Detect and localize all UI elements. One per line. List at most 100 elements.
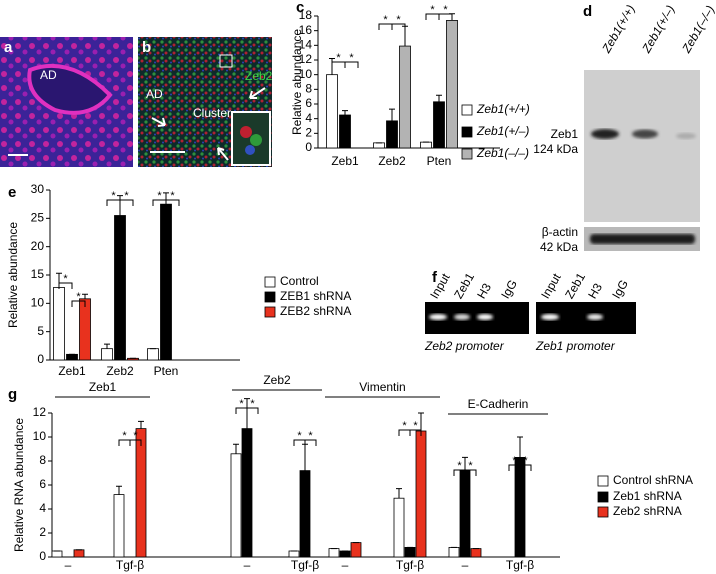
x-tick-label: Tgf-β (396, 558, 424, 572)
blot-size: 42 kDa (540, 240, 578, 254)
y-axis-title: Relative abundance (6, 222, 20, 328)
bar (160, 203, 172, 361)
bar (66, 353, 78, 361)
y-tick-label: 4 (39, 501, 46, 515)
x-tick-label: Tgf-β (291, 558, 319, 572)
y-tick-label: 8 (39, 453, 46, 467)
group-label: Zeb1 (89, 380, 117, 394)
y-tick-label: 20 (31, 239, 45, 253)
lane-label: H3 (474, 281, 494, 302)
lane-label: Zeb1(+/+) (599, 2, 638, 56)
legend-label: Zeb2 shRNA (613, 504, 682, 518)
y-tick-label: 2 (305, 126, 312, 140)
legend-swatch (597, 506, 609, 518)
panel-label: b (142, 39, 151, 56)
significance-bracket (152, 199, 180, 206)
significance-star: * (122, 430, 127, 442)
error-bar (233, 443, 239, 454)
significance-bracket (508, 464, 532, 471)
gel-caption: Zeb2 promoter (424, 339, 505, 353)
legend-swatch (461, 148, 473, 160)
significance-star: * (133, 430, 138, 442)
error-bar (396, 488, 402, 499)
y-axis-title: Relative RNA abundance (12, 418, 26, 552)
bar (288, 550, 300, 558)
bar (386, 120, 398, 149)
legend-label: Zeb1(+/+) (476, 102, 530, 116)
x-tick-label: – (244, 558, 251, 572)
x-tick-label: Zeb1 (331, 154, 359, 168)
bar (404, 547, 416, 558)
y-tick-label: 18 (299, 8, 313, 22)
airway (27, 63, 113, 115)
x-tick-label: – (342, 558, 349, 572)
panel-label: g (8, 386, 17, 403)
stain-label: Zeb2 (245, 69, 273, 83)
significance-star: * (63, 273, 68, 285)
legend-label: Zeb1 shRNA (613, 489, 682, 503)
arrow (151, 117, 166, 127)
legend-swatch (264, 291, 276, 303)
lane-label: Zeb1(+/–) (639, 3, 678, 56)
bar (299, 470, 311, 558)
bar (113, 494, 125, 558)
arrow (217, 147, 229, 161)
bar (339, 550, 351, 558)
lane-label: Zeb1(–/–) (679, 3, 716, 56)
legend-swatch (461, 104, 473, 116)
bar (51, 550, 63, 558)
significance-bracket (106, 199, 134, 206)
lane-label: IgG (498, 277, 520, 301)
lane-label: Zeb1 (451, 270, 477, 301)
bar (433, 101, 445, 149)
significance-star: * (457, 460, 462, 472)
group-label: Zeb2 (263, 373, 291, 387)
blot-label: β-actin (542, 225, 578, 239)
legend-label: Control (280, 274, 319, 288)
significance-star: * (349, 52, 354, 64)
significance-bracket (58, 282, 73, 289)
panel-d: d Zeb1(+/+) Zeb1(+/–) Zeb1(–/–) Zeb1 124… (533, 2, 716, 254)
legend-label: Control shRNA (613, 473, 693, 487)
panel-b: b AD Cluster Zeb2 (138, 37, 273, 167)
region-label: Cluster (193, 106, 231, 120)
bar (415, 430, 427, 558)
legend-swatch (597, 491, 609, 503)
legend-swatch (461, 126, 473, 138)
group-label: E-Cadherin (468, 397, 529, 411)
error-bar (138, 420, 144, 429)
error-bar (462, 456, 468, 471)
lane-label: Zeb1 (562, 270, 588, 301)
y-tick-label: 0 (305, 140, 312, 154)
bar (114, 215, 126, 361)
bar (135, 428, 147, 558)
bar (241, 428, 253, 558)
legend-label: ZEB1 shRNA (280, 289, 351, 303)
y-tick-label: 2 (39, 525, 46, 539)
y-tick-label: 6 (39, 477, 46, 491)
bar (147, 348, 159, 361)
y-tick-label: 10 (31, 296, 45, 310)
x-tick-label: – (462, 558, 469, 572)
significance-bracket (71, 300, 86, 307)
bar (446, 19, 458, 149)
significance-star: * (111, 190, 116, 202)
significance-star: * (170, 190, 175, 202)
y-tick-label: 12 (299, 52, 313, 66)
significance-star: * (157, 190, 162, 202)
blot-label: Zeb1 (551, 127, 579, 141)
lane-label: Input (538, 270, 564, 301)
bar (470, 548, 482, 558)
legend-swatch (597, 475, 609, 487)
significance-star: * (76, 291, 81, 303)
significance-bracket (331, 61, 359, 68)
legend-label: Zeb1(+/–) (476, 124, 529, 138)
bar (448, 547, 460, 558)
significance-star: * (413, 420, 418, 432)
y-axis-title: Relative abundance (290, 29, 304, 135)
x-tick-label: Zeb1 (58, 364, 86, 378)
error-bar (517, 436, 523, 458)
bar (326, 74, 338, 149)
y-tick-label: 10 (299, 67, 313, 81)
